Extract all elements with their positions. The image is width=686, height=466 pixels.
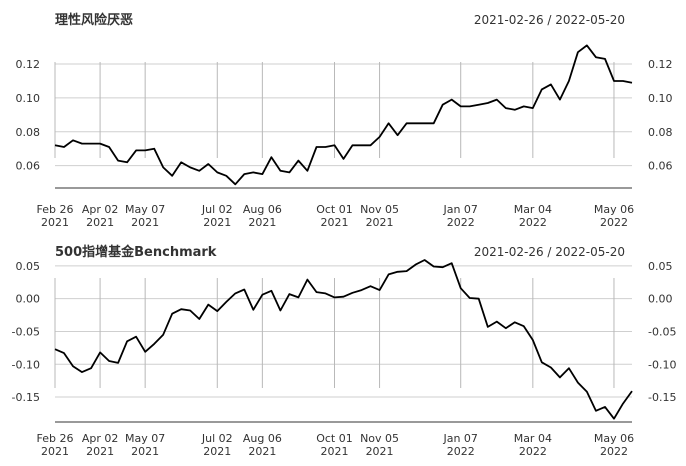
x-tick-label: Mar 04 <box>514 203 552 216</box>
y-tick-label-left: 0.10 <box>16 92 41 105</box>
x-tick-label: Feb 26 <box>37 203 74 216</box>
x-tick-label: Aug 06 <box>243 432 282 445</box>
x-tick-year-label: 2021 <box>320 216 348 229</box>
y-tick-label-left: -0.10 <box>12 358 40 371</box>
chart-title: 理性风险厌恶 <box>55 12 133 28</box>
x-tick-year-label: 2021 <box>366 216 394 229</box>
y-tick-label-left: 0.00 <box>16 293 41 306</box>
panel-risk-aversion: 理性风险厌恶 2021-02-26 / 2022-05-20 0.06 0.06 0.0… <box>16 12 673 229</box>
x-tick-label: May 06 <box>594 203 634 216</box>
x-tick-year-label: 2021 <box>131 216 159 229</box>
x-tick-year-label: 2022 <box>600 216 628 229</box>
x-tick-year-label: 2021 <box>86 445 114 458</box>
y-tick-label-right: 0.08 <box>648 126 673 139</box>
x-tick-label: Aug 06 <box>243 203 282 216</box>
x-tick-label: Nov 05 <box>360 203 399 216</box>
y-tick-label-right: 0.06 <box>648 160 673 173</box>
y-tick-label-left: 0.06 <box>16 160 41 173</box>
y-tick-label-left: -0.15 <box>12 391 40 404</box>
chart-title: 500指增基金Benchmark <box>55 244 217 260</box>
x-tick-year-label: 2022 <box>519 216 547 229</box>
x-tick-year-label: 2022 <box>600 445 628 458</box>
x-tick-year-label: 2021 <box>366 445 394 458</box>
x-tick-year-label: 2021 <box>131 445 159 458</box>
x-tick-year-label: 2022 <box>447 445 475 458</box>
x-tick-label: Feb 26 <box>37 432 74 445</box>
x-tick-year-label: 2021 <box>41 445 69 458</box>
y-tick-label-left: -0.05 <box>12 325 40 338</box>
x-tick-year-label: 2022 <box>519 445 547 458</box>
x-tick-label: Jul 02 <box>201 432 233 445</box>
x-tick-year-label: 2021 <box>203 216 231 229</box>
x-tick-label: Apr 02 <box>82 203 119 216</box>
series-line <box>54 259 633 420</box>
y-tick-label-left: 0.08 <box>16 126 41 139</box>
x-tick-label: Jan 07 <box>442 203 477 216</box>
y-tick-label-right: 0.12 <box>648 58 673 71</box>
x-tick-label: Oct 01 <box>316 203 353 216</box>
x-tick-label: May 07 <box>125 203 165 216</box>
x-tick-label: Oct 01 <box>316 432 353 445</box>
x-tick-label: May 06 <box>594 432 634 445</box>
x-tick-label: Nov 05 <box>360 432 399 445</box>
x-tick-label: Jul 02 <box>201 203 233 216</box>
x-tick-year-label: 2021 <box>86 216 114 229</box>
x-tick-label: May 07 <box>125 432 165 445</box>
x-tick-year-label: 2021 <box>203 445 231 458</box>
y-tick-label-right: -0.05 <box>648 325 676 338</box>
x-tick-year-label: 2022 <box>447 216 475 229</box>
x-tick-year-label: 2021 <box>248 216 276 229</box>
y-tick-label-right: 0.10 <box>648 92 673 105</box>
y-tick-label-right: 0.05 <box>648 260 673 273</box>
date-range-label: 2021-02-26 / 2022-05-20 <box>474 245 625 259</box>
x-tick-year-label: 2021 <box>320 445 348 458</box>
y-tick-label-right: -0.15 <box>648 391 676 404</box>
y-tick-label-right: -0.10 <box>648 358 676 371</box>
x-tick-label: Apr 02 <box>82 432 119 445</box>
x-tick-label: Mar 04 <box>514 432 552 445</box>
x-tick-year-label: 2021 <box>248 445 276 458</box>
y-tick-label-left: 0.05 <box>16 260 41 273</box>
y-tick-label-right: 0.00 <box>648 293 673 306</box>
x-tick-year-label: 2021 <box>41 216 69 229</box>
series-line <box>54 44 633 186</box>
date-range-label: 2021-02-26 / 2022-05-20 <box>474 13 625 27</box>
y-tick-label-left: 0.12 <box>16 58 41 71</box>
panel-benchmark: 500指增基金Benchmark 2021-02-26 / 2022-05-20 -… <box>12 244 677 458</box>
x-tick-label: Jan 07 <box>442 432 477 445</box>
